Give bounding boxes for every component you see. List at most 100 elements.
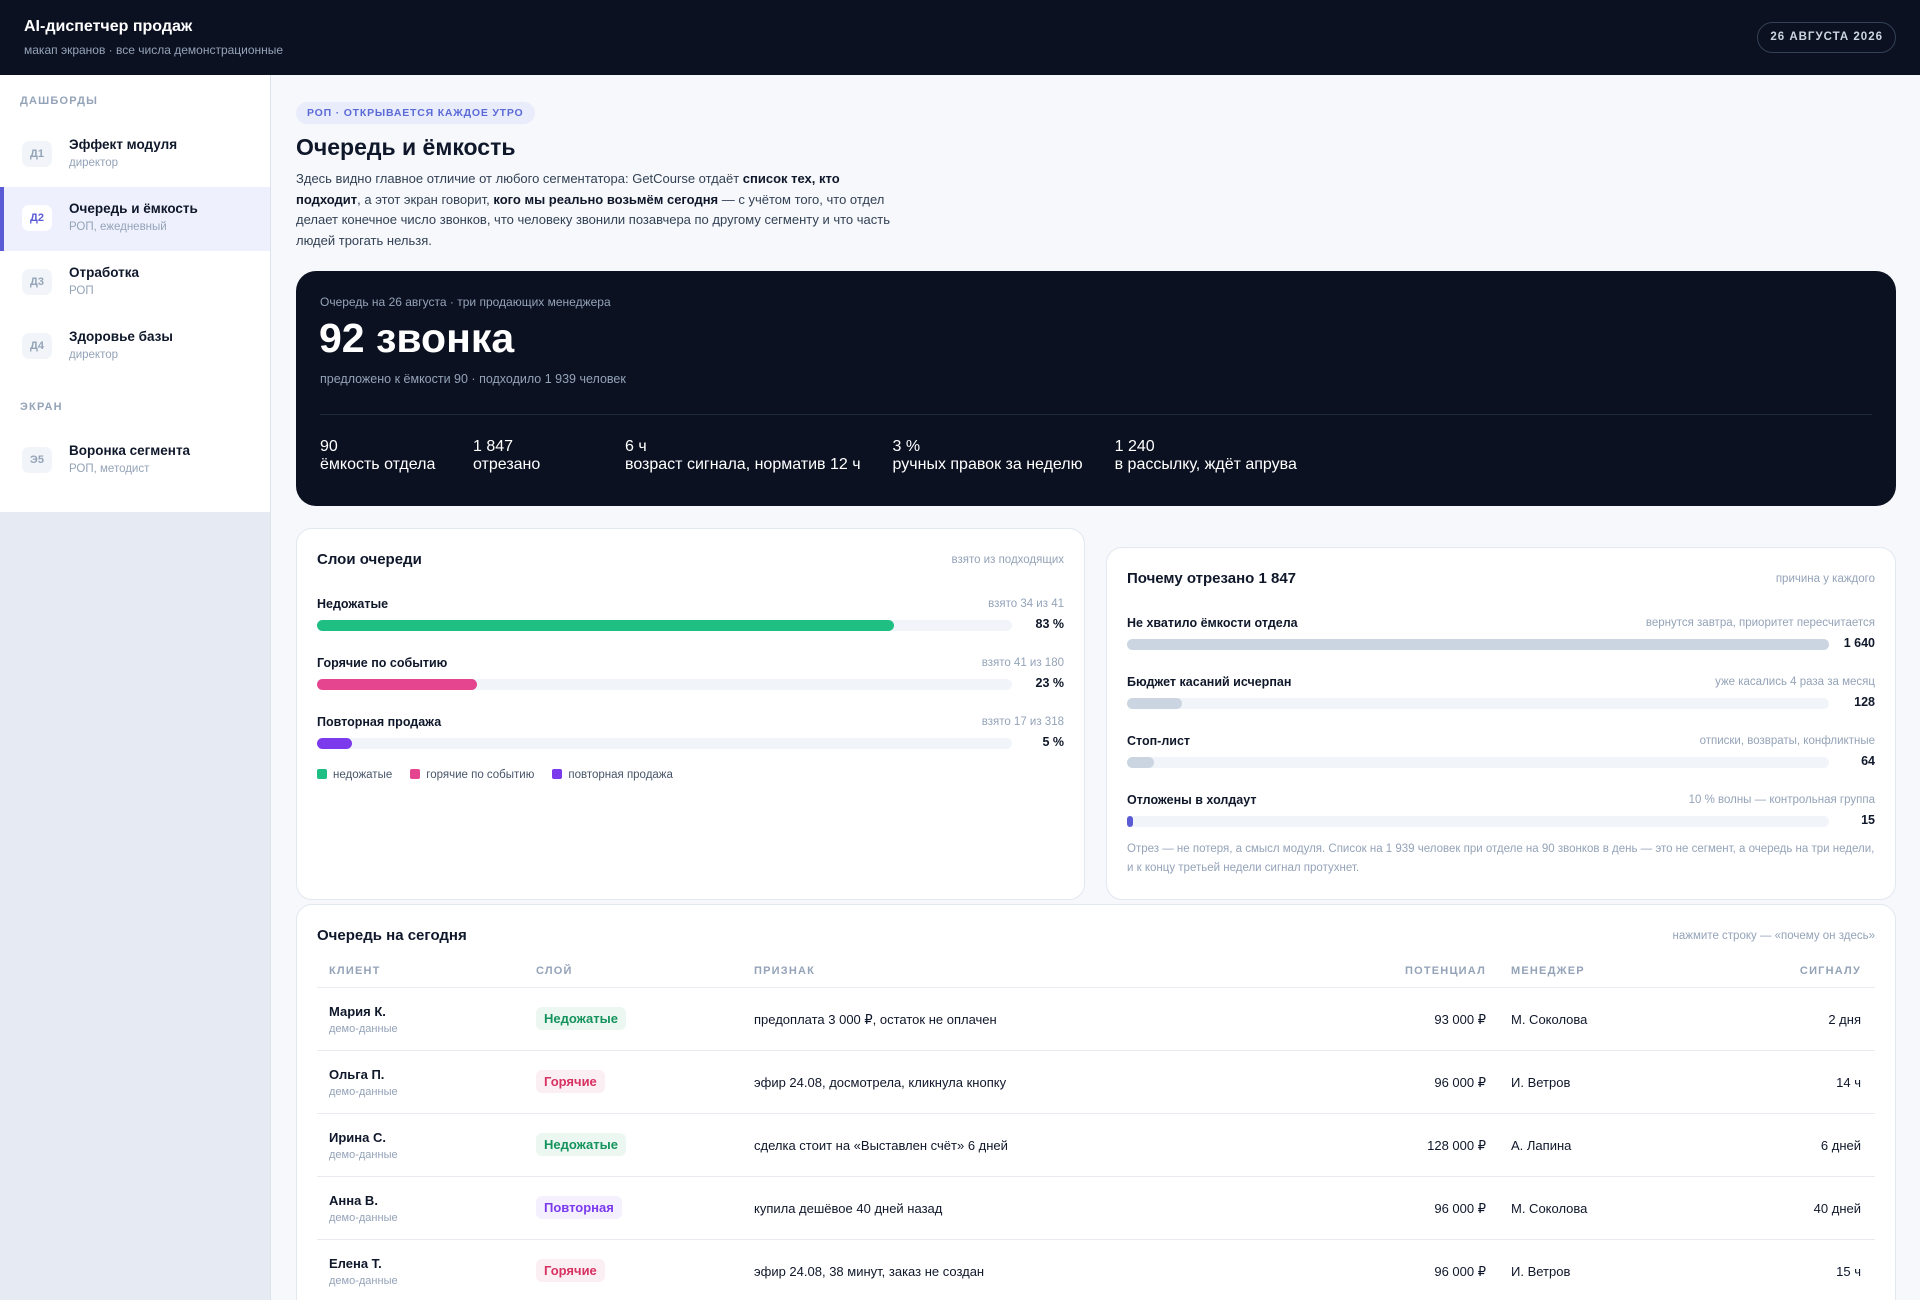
- bar-name: Стоп-лист: [1127, 734, 1191, 748]
- hero-headline: 92 звонка: [319, 315, 515, 361]
- bar-note: отписки, возвраты, конфликтные: [1699, 735, 1875, 747]
- stat-label: ёмкость отдела: [320, 456, 436, 473]
- bar-value: 15: [1861, 813, 1875, 827]
- potential: 128 000 ₽: [1427, 1138, 1486, 1153]
- layer-tag: Горячие: [536, 1259, 605, 1282]
- stat-value: 1 240: [1114, 438, 1155, 455]
- stat-label: ручных правок за неделю: [892, 456, 1083, 473]
- bar-value: 1 640: [1843, 636, 1875, 650]
- client-name: Анна В.: [329, 1193, 378, 1208]
- column-header: СИГНАЛУ: [1799, 965, 1861, 977]
- nav-name: Здоровье базы: [69, 329, 173, 344]
- signal-age: 15 ч: [1836, 1264, 1861, 1279]
- nav-name: Эффект модуля: [69, 137, 178, 152]
- queue-card: Очередь на сегодня нажмите строку — «поч…: [296, 904, 1896, 1300]
- bar-track: [1127, 816, 1829, 827]
- nav-role: директор: [69, 349, 119, 361]
- signal-age: 14 ч: [1836, 1075, 1861, 1090]
- table-row[interactable]: Мария К. демо-данные Недожатые предоплата 3…: [317, 987, 1875, 1050]
- stat-label: возраст сигнала, норматив 12 ч: [625, 456, 861, 473]
- card-note: взято из подходящих: [951, 554, 1064, 566]
- bar-note: взято 34 из 41: [988, 598, 1064, 610]
- hero-caption: Очередь на 26 августа · три продающих ме…: [320, 295, 611, 309]
- column-header: ПРИЗНАК: [754, 965, 816, 977]
- nav-item[interactable]: Д4 Здоровье базы директор: [0, 315, 270, 379]
- signal-age: 2 дня: [1828, 1012, 1861, 1027]
- nav-item[interactable]: Э5 Воронка сегмента РОП, методист: [0, 429, 270, 493]
- stat: 1 847 отрезано: [473, 438, 593, 474]
- bar-row: Отложены в холдаут 10 % волны — контрольн…: [1127, 793, 1875, 852]
- bar-fill: [1127, 639, 1829, 650]
- legend-item: недожатые: [317, 769, 392, 781]
- nav-item[interactable]: Д1 Эффект модуля директор: [0, 123, 270, 187]
- legend-item: повторная продажа: [552, 769, 673, 781]
- nav-role: РОП, методист: [69, 463, 150, 475]
- layer-tag: Горячие: [536, 1070, 605, 1093]
- bar-row: Бюджет касаний исчерпан уже касались 4 ра…: [1127, 675, 1875, 734]
- bar-name: Бюджет касаний исчерпан: [1127, 675, 1292, 689]
- signal-text: предоплата 3 000 ₽, остаток не оплачен: [754, 1012, 997, 1027]
- bar-track: [1127, 757, 1829, 768]
- legend-label: повторная продажа: [568, 769, 673, 781]
- bar-name: Недожатые: [317, 597, 389, 611]
- stats: 90 ёмкость отдела 1 847 отрезано 6 ч возраст …: [320, 438, 1297, 474]
- table-row[interactable]: Елена Т. демо-данные Горячие эфир 24.08, 38…: [317, 1239, 1875, 1300]
- bar-row: Не хватило ёмкости отдела вернутся завтра…: [1127, 616, 1875, 675]
- bar-name: Не хватило ёмкости отдела: [1127, 616, 1298, 630]
- signal-text: эфир 24.08, досмотрела, кликнула кнопку: [754, 1075, 1007, 1090]
- manager: И. Ветров: [1511, 1075, 1571, 1090]
- signal-age: 6 дней: [1820, 1138, 1861, 1153]
- bar-note: взято 17 из 318: [981, 716, 1064, 728]
- stat: 90 ёмкость отдела: [320, 438, 441, 474]
- client-note: демо-данные: [329, 1212, 398, 1224]
- card-title: Слои очереди: [317, 551, 422, 568]
- bar-note: вернутся завтра, приоритет пересчитается: [1645, 617, 1875, 629]
- bar-row: Горячие по событию взято 41 из 180 23 %: [317, 656, 1064, 715]
- manager: А. Лапина: [1511, 1138, 1572, 1153]
- card-note: нажмите строку — «почему он здесь»: [1672, 930, 1875, 942]
- stat: 3 % ручных правок за неделю: [893, 438, 1083, 474]
- bar-track: [317, 620, 1012, 631]
- nav-name: Очередь и ёмкость: [69, 201, 198, 216]
- table-row[interactable]: Анна В. демо-данные Повторная купила дешёво…: [317, 1176, 1875, 1239]
- app-title: AI-диспетчер продаж: [24, 18, 193, 35]
- cuts-footnote: Отрез — не потеря, а смысл модуля. Списо…: [1127, 843, 1875, 874]
- bar-fill: [1127, 757, 1155, 768]
- client-note: демо-данные: [329, 1275, 398, 1287]
- legend-label: недожатые: [333, 769, 393, 781]
- manager: М. Соколова: [1511, 1012, 1588, 1027]
- potential: 93 000 ₽: [1434, 1012, 1486, 1027]
- nav-role: РОП: [69, 285, 94, 297]
- bar-name: Отложены в холдаут: [1127, 793, 1257, 807]
- client-name: Ольга П.: [329, 1067, 385, 1082]
- bar-value: 64: [1861, 754, 1875, 768]
- date-pill: 26 АВГУСТА 2026: [1757, 22, 1896, 53]
- legend-swatch: [552, 769, 563, 779]
- column-header: ПОТЕНЦИАЛ: [1404, 965, 1486, 977]
- table-row[interactable]: Ирина С. демо-данные Недожатые сделка стоит…: [317, 1113, 1875, 1176]
- column-header: КЛИЕНТ: [329, 965, 381, 977]
- nav-item[interactable]: Д3 Отработка РОП: [0, 251, 270, 315]
- potential: 96 000 ₽: [1434, 1201, 1486, 1216]
- intro-text: — с учётом того, что отдел делает конечн…: [296, 191, 891, 248]
- bar-value: 128: [1854, 695, 1875, 709]
- legend-swatch: [317, 769, 327, 779]
- bar-track: [1127, 698, 1829, 709]
- signal-text: эфир 24.08, 38 минут, заказ не создан: [754, 1264, 985, 1279]
- bar-row: Стоп-лист отписки, возвраты, конфликтные 6…: [1127, 734, 1875, 793]
- nav-code: Д3: [22, 269, 52, 295]
- sidebar: ДАШБОРДЫ Д1 Эффект модуля директор Д2 Очередь…: [0, 75, 271, 1300]
- stat-value: 6 ч: [625, 438, 647, 455]
- hero-sub: предложено к ёмкости 90 · подходило 1 93…: [320, 372, 626, 386]
- hero-card: Очередь на 26 августа · три продающих ме…: [296, 271, 1896, 506]
- section-label: ЭКРАН: [20, 401, 63, 413]
- stat: 6 ч возраст сигнала, норматив 12 ч: [625, 438, 861, 474]
- nav-item[interactable]: Д2 Очередь и ёмкость РОП, ежедневный: [0, 187, 270, 251]
- page-intro: Здесь видно главное отличие от любого се…: [296, 169, 906, 251]
- potential: 96 000 ₽: [1434, 1264, 1486, 1279]
- bar-note: взято 41 из 180: [981, 657, 1064, 669]
- intro-text: Здесь видно главное отличие от любого се…: [296, 171, 743, 186]
- client-name: Мария К.: [329, 1004, 386, 1019]
- table-row[interactable]: Ольга П. демо-данные Горячие эфир 24.08, до…: [317, 1050, 1875, 1113]
